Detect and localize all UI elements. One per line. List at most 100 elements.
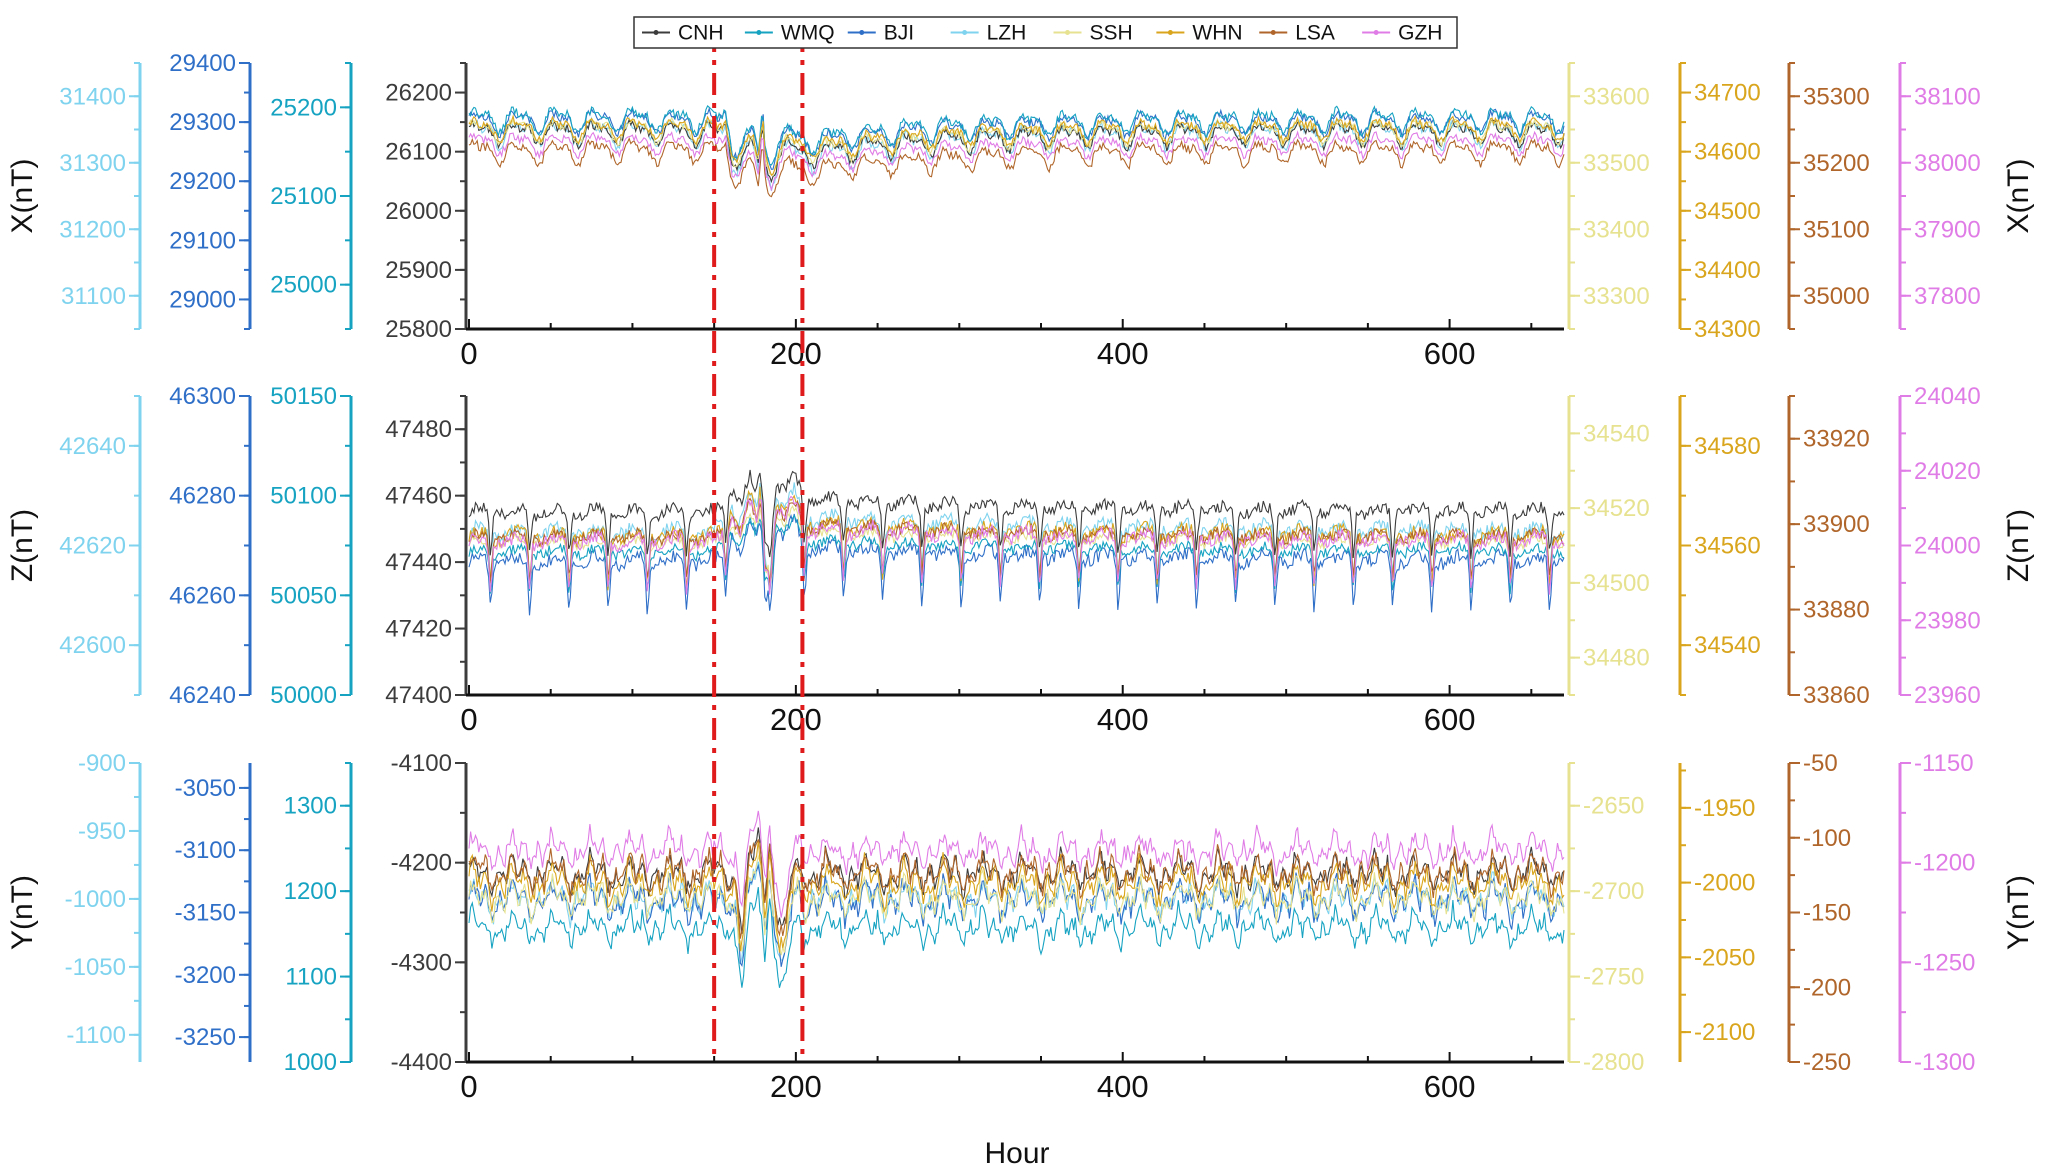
legend: CNH WMQ BJI LZH SSH WHN LSA GZH: [633, 16, 1458, 49]
y-axis-bji-z: 46240 46260 46280 46300: [169, 383, 252, 709]
y-tick-label: -3100: [175, 837, 236, 864]
y-tick-label: 33500: [1583, 150, 1650, 177]
y-tick-label: 25100: [270, 183, 337, 210]
y-tick-label: 34520: [1583, 495, 1650, 522]
y-tick-label: 34500: [1694, 198, 1761, 225]
y-tick-label: 47460: [385, 483, 452, 510]
y-tick-label: -1250: [1914, 949, 1975, 976]
y-tick-label: 35100: [1803, 216, 1870, 243]
x-tick-label: 400: [1097, 1069, 1149, 1104]
legend-entry-wmq: WMQ: [744, 22, 835, 45]
x-tick-label: 600: [1424, 1069, 1476, 1104]
legend-marker: [653, 30, 659, 35]
y-tick-label: 34580: [1694, 433, 1761, 460]
series-group-z: [468, 469, 1565, 616]
x-axis-y: 0 200 400 600: [460, 1052, 1564, 1104]
y-tick-label: 25000: [270, 272, 337, 299]
legend-entry-bji: BJI: [847, 22, 914, 45]
y-tick-label: 46300: [169, 383, 236, 410]
y-axis-cnh-z: 47400 47420 47440 47460 47480: [385, 395, 468, 709]
legend-label: CNH: [678, 22, 724, 45]
y-axis-gzh-z: 23960 23980 24000 24020 24040: [1898, 383, 1981, 709]
y-tick-label: 31300: [59, 150, 126, 177]
legend-label: LSA: [1295, 22, 1335, 45]
series-line-gzh-x: [468, 130, 1565, 192]
y-tick-label: -2000: [1694, 870, 1755, 897]
series-line-cnh-y: [468, 827, 1565, 934]
y-tick-label: 26100: [385, 139, 452, 166]
y-axis-title-right: X(nT): [2002, 159, 2035, 234]
y-axis-whn-z: 34540 34560 34580: [1678, 395, 1761, 696]
legend-entry-cnh: CNH: [642, 22, 724, 45]
y-tick-label: 46260: [169, 582, 236, 609]
y-axis-lsa-x: 35000 35100 35200 35300: [1787, 62, 1870, 330]
series-group-x: [468, 105, 1565, 198]
y-tick-label: 31100: [61, 283, 126, 310]
legend-entry-whn: WHN: [1156, 22, 1243, 45]
x-tick-label: 400: [1097, 336, 1149, 371]
series-line-wmq-x: [468, 105, 1565, 166]
y-tick-label: 29200: [169, 168, 236, 195]
y-tick-label: 1200: [284, 878, 337, 905]
y-tick-label: -1950: [1694, 795, 1755, 822]
y-tick-label: 23980: [1914, 607, 1981, 634]
series-line-lzh-y: [468, 861, 1565, 965]
legend-entry-lzh: LZH: [950, 22, 1026, 45]
y-tick-label: -2750: [1583, 964, 1644, 991]
y-tick-label: -4400: [391, 1049, 452, 1076]
x-tick-label: 600: [1424, 702, 1476, 737]
y-tick-label: -2650: [1583, 793, 1644, 820]
y-tick-label: 47440: [385, 549, 452, 576]
y-tick-label: 38000: [1914, 150, 1981, 177]
y-tick-label: 46240: [169, 682, 236, 709]
y-tick-label: 33400: [1583, 216, 1650, 243]
y-tick-label: 47420: [385, 616, 452, 643]
panel-x: 31100 31200 31300 31400 29000 29100 29200 29300…: [6, 50, 2035, 371]
y-tick-label: -3150: [175, 900, 236, 927]
legend-marker: [962, 30, 968, 35]
y-axis-lzh-z: 42600 42620 42640: [59, 395, 142, 696]
y-tick-label: -2100: [1694, 1019, 1755, 1046]
x-tick-label: 0: [460, 702, 477, 737]
y-tick-label: 50150: [270, 383, 337, 410]
y-tick-label: 42640: [59, 433, 126, 460]
y-tick-label: 29300: [169, 109, 236, 136]
y-tick-label: 34540: [1694, 632, 1761, 659]
y-tick-label: 35200: [1803, 150, 1870, 177]
legend-entry-gzh: GZH: [1362, 22, 1442, 45]
y-tick-label: -200: [1803, 974, 1851, 1001]
y-axis-lsa-z: 33860 33880 33900 33920: [1787, 395, 1870, 709]
y-tick-label: 50000: [270, 682, 337, 709]
x-axis-title: Hour: [984, 1137, 1049, 1168]
y-tick-label: 25800: [385, 316, 452, 343]
panel-y: -1100-1050-1000-950-900-3250-3200-3150-3…: [6, 750, 2035, 1104]
y-tick-label: 33860: [1803, 682, 1870, 709]
y-axis-whn-x: 34300 34400 34500 34600 34700: [1678, 62, 1761, 343]
y-tick-label: 1100: [285, 964, 337, 991]
series-line-gzh-y: [468, 810, 1565, 918]
series-line-gzh-z: [468, 495, 1565, 595]
y-axis-title-left: Z(nT): [6, 509, 39, 582]
x-tick-label: 600: [1424, 336, 1476, 371]
x-tick-label: 200: [770, 336, 822, 371]
series-line-cnh-z: [468, 469, 1565, 559]
y-tick-label: 29100: [169, 227, 236, 254]
y-tick-label: 26200: [385, 80, 452, 107]
y-tick-label: 26000: [385, 198, 452, 225]
y-tick-label: 37900: [1914, 216, 1981, 243]
series-layer: [468, 105, 1565, 988]
series-line-lsa-z: [468, 497, 1565, 584]
y-tick-label: -950: [78, 818, 126, 845]
x-tick-label: 0: [460, 1069, 477, 1104]
legend-marker: [1065, 30, 1070, 35]
legend-marker: [859, 30, 865, 35]
y-axis-title-left: X(nT): [6, 159, 39, 234]
series-line-whn-x: [468, 114, 1565, 177]
y-axis-bji-x: 29000 29100 29200 29300 29400: [169, 50, 252, 330]
series-line-wmq-y: [468, 887, 1565, 988]
series-line-lsa-y: [468, 838, 1565, 939]
y-tick-label: -1300: [1914, 1049, 1975, 1076]
y-tick-label: -250: [1803, 1049, 1851, 1076]
y-tick-label: 34480: [1583, 645, 1650, 672]
